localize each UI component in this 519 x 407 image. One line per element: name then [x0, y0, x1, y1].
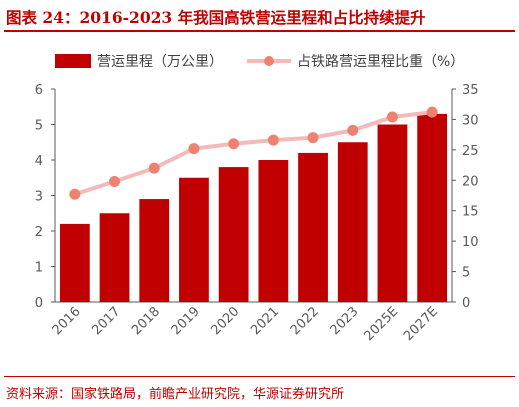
y-tick-right-label: 35: [462, 83, 479, 98]
line-point: [188, 143, 200, 155]
x-tick-label: 2027E: [401, 304, 441, 344]
bar: [59, 223, 90, 302]
y-tick-left-label: 1: [35, 261, 43, 276]
line-point: [148, 162, 160, 174]
x-tick-label: 2025E: [361, 304, 401, 344]
line-point: [69, 188, 81, 200]
y-tick-left-label: 4: [35, 154, 43, 169]
y-tick-left-label: 5: [35, 119, 43, 134]
bar: [99, 213, 130, 302]
bar: [179, 177, 209, 302]
y-tick-left-label: 6: [35, 83, 43, 98]
line-point: [228, 138, 240, 150]
x-tick-label: 2016: [50, 304, 84, 338]
line-path: [72, 110, 435, 197]
legend-bar-swatch: [55, 54, 91, 68]
x-tick-label: 2023: [328, 304, 362, 338]
bar: [337, 142, 368, 302]
y-tick-left-label: 0: [35, 296, 43, 311]
bar: [417, 113, 448, 302]
source-note: 资料来源：国家铁路局，前瞻产业研究院，华源证券研究所: [6, 387, 345, 402]
title-rule: [4, 30, 515, 32]
bar: [139, 199, 170, 302]
x-tick-label: 2017: [89, 304, 123, 338]
x-tick-label: 2022: [288, 304, 322, 338]
legend-bar-label: 营运里程（万公里）: [97, 54, 223, 70]
x-tick-label: 2019: [169, 304, 203, 338]
y-tick-left-label: 2: [35, 225, 43, 240]
y-tick-right-label: 0: [462, 296, 470, 311]
line-point: [347, 124, 359, 136]
chart-title: 图表 24：2016-2023 年我国高铁营运里程和占比持续提升: [6, 8, 426, 27]
line-point: [109, 176, 121, 188]
line-point: [386, 111, 398, 123]
x-tick-label: 2020: [208, 304, 242, 338]
bar: [218, 167, 249, 302]
line-series: [69, 106, 438, 200]
y-tick-right-label: 15: [462, 205, 479, 220]
bottom-rule: [4, 376, 515, 377]
legend: 营运里程（万公里） 占铁路营运里程比重（%）: [55, 54, 464, 70]
y-tick-right-label: 25: [462, 144, 479, 159]
bar: [298, 152, 328, 302]
y-tick-right-label: 20: [462, 174, 479, 189]
line-point: [267, 134, 279, 146]
legend-line-marker: [264, 56, 274, 66]
bar-series: [59, 113, 448, 302]
y-tick-left-label: 3: [35, 190, 43, 205]
bar: [377, 124, 408, 302]
bar: [258, 160, 289, 302]
chart-plot: 营运里程（万公里） 占铁路营运里程比重（%） 01234560510152025…: [35, 54, 479, 344]
x-tick-label: 2018: [129, 304, 163, 338]
x-tick-label: 2021: [248, 304, 282, 338]
line-point: [426, 106, 438, 118]
line-point: [307, 132, 319, 144]
y-tick-right-label: 5: [462, 266, 470, 281]
y-tick-right-label: 10: [462, 235, 479, 250]
y-tick-right-label: 30: [462, 113, 479, 128]
legend-line-label: 占铁路营运里程比重（%）: [297, 54, 464, 70]
